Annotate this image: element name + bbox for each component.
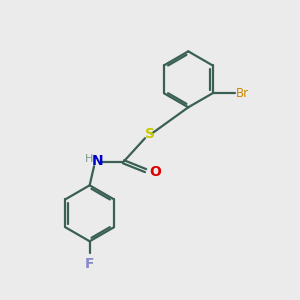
Text: Br: Br <box>236 87 249 100</box>
Text: S: S <box>145 127 155 141</box>
Text: N: N <box>92 154 104 168</box>
Text: H: H <box>85 154 94 164</box>
Text: F: F <box>85 257 94 272</box>
Text: O: O <box>149 165 161 179</box>
